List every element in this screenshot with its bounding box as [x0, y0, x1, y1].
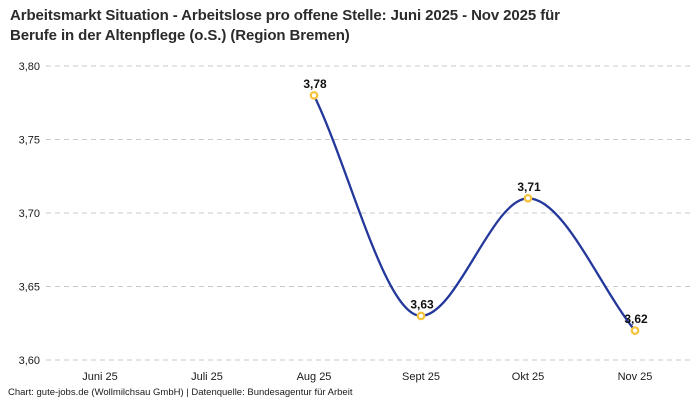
- data-point-label: 3,63: [410, 297, 434, 311]
- y-axis-tick-label: 3,60: [19, 355, 40, 367]
- y-axis-tick-label: 3,80: [19, 61, 40, 73]
- chart-attribution: Chart: gute-jobs.de (Wollmilchsau GmbH) …: [8, 387, 353, 398]
- chart-title-line-2: Berufe in der Altenpflege (o.S.) (Region…: [10, 26, 350, 44]
- y-axis-tick-label: 3,70: [19, 208, 40, 220]
- x-axis-tick-label: Nov 25: [618, 371, 653, 383]
- y-axis-tick-label: 3,75: [19, 134, 40, 146]
- data-line: [312, 94, 637, 332]
- chart-title: Arbeitsmarkt Situation - Arbeitslose pro…: [10, 6, 690, 45]
- x-axis-tick-label: Okt 25: [512, 371, 544, 383]
- x-axis-tick-label: Juli 25: [191, 371, 223, 383]
- data-point-label: 3,71: [517, 180, 541, 194]
- data-point-marker: [309, 91, 319, 100]
- y-axis-tick-label: 3,65: [19, 281, 40, 293]
- data-point-label: 3,78: [303, 77, 327, 91]
- data-point-marker: [416, 311, 426, 321]
- data-point-marker: [630, 326, 640, 335]
- x-axis-tick-label: Sept 25: [402, 371, 440, 383]
- x-axis-tick-label: Juni 25: [82, 371, 117, 383]
- data-point-label: 3,62: [624, 312, 648, 326]
- data-point-marker: [523, 193, 533, 203]
- chart-title-line-1: Arbeitsmarkt Situation - Arbeitslose pro…: [10, 7, 560, 24]
- x-axis-tick-label: Aug 25: [297, 371, 332, 383]
